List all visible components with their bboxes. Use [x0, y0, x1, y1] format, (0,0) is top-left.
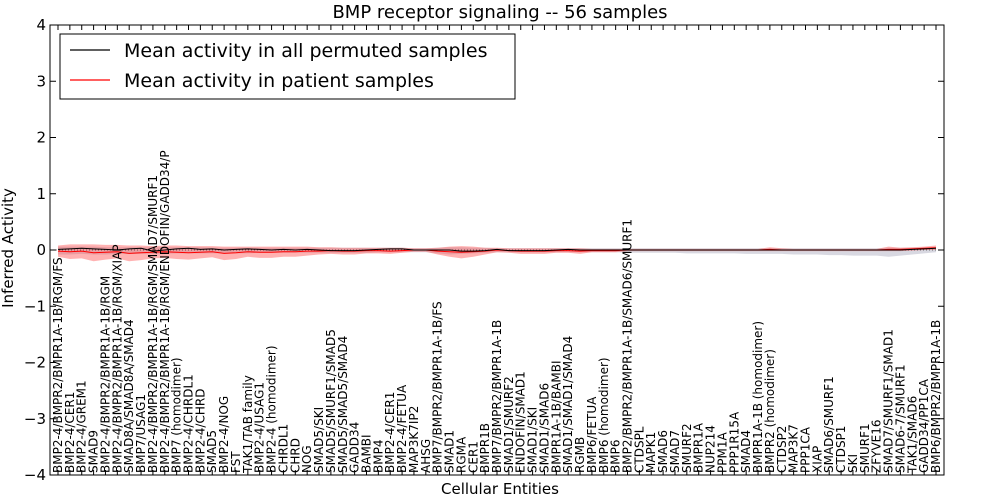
x-tick-label: BMPR1B — [478, 423, 492, 473]
x-tick-label: SMAD7 — [668, 430, 682, 473]
x-tick-label: SMAD9 — [87, 430, 101, 473]
x-tick-label: SMAD6/SMURF1 — [822, 376, 836, 473]
x-tick-label: BMPR1A-1B/BAMBI — [549, 360, 563, 473]
x-tick-label: BMP2-4/BMPR2/BMPR1A-1B/RGM — [99, 276, 113, 473]
x-tick-label: BMP2-4/CER1 — [383, 392, 397, 473]
y-tick-label: 2 — [36, 129, 46, 147]
x-tick-label: BMP7/BMPR2/BMPR1A-1B — [490, 320, 504, 473]
x-tick-label: BMPR2 (homodimer) — [763, 349, 777, 473]
y-tick-label: −4 — [24, 466, 46, 484]
x-tick-label: BMP4 — [371, 440, 385, 473]
x-tick-label: SMAD6 — [656, 430, 670, 473]
plot-frame — [49, 24, 945, 476]
x-tick-label: SMAD1/SMAD6 — [538, 383, 552, 473]
x-tick-label: CER1 — [466, 441, 480, 473]
x-tick-label: BMP2-4/BMPR2/BMPR1A-1B/RGM/XIAP — [110, 244, 124, 473]
x-tick-label: BMPR1A-1B (homodimer) — [751, 321, 765, 473]
x-tick-label: BMP6/FETUA — [585, 396, 599, 473]
x-tick-label: MAPK1 — [644, 432, 658, 473]
x-tick-label: CTDSP1 — [834, 426, 848, 473]
x-tick-label: NOG — [300, 445, 314, 473]
x-tick-label: BMP2-4/CER1 — [63, 392, 77, 473]
x-axis-ticks: BMP2-4/BMPR2/BMPR1A-1B/RGM/FSBMP2-4/CER1… — [51, 25, 943, 475]
x-tick-label: BMP2-4/USAG1 — [253, 382, 267, 473]
y-tick-label: −2 — [24, 354, 46, 372]
x-tick-label: SMAD5/SKI — [312, 407, 326, 473]
x-tick-label: SMAD1/SMURF2 — [502, 376, 516, 473]
y-tick-label: −1 — [24, 297, 46, 315]
legend: Mean activity in all permuted samples Me… — [59, 33, 516, 100]
x-tick-label: NUP214 — [704, 425, 718, 473]
x-tick-label: SMAD5 — [205, 430, 219, 473]
x-tick-label: BMP6 (homodimer) — [597, 357, 611, 473]
x-tick-label: BMP2-4/BMPR2/BMPR1A-1B/RGM/FS — [51, 257, 65, 473]
x-tick-label: PPM1A — [715, 432, 729, 473]
x-tick-label: MAP3K7IP2 — [407, 406, 421, 473]
x-tick-label: BMP2-4/CHRD — [193, 389, 207, 473]
x-tick-label: RGMA — [454, 436, 468, 473]
x-tick-label: CHRD — [288, 438, 302, 473]
x-tick-label: BMP2-4/FETUA — [395, 384, 409, 473]
x-tick-label: BMP2-4/BMPR2/BMPR1A-1B/RGM/SMAD7/SMURF1 — [146, 175, 160, 473]
x-tick-label: ZFYVE16 — [870, 419, 884, 473]
x-tick-label: SMAD6-7/SMURF1 — [893, 364, 907, 473]
x-tick-label: TAK1/TAB family — [241, 375, 255, 474]
x-tick-label: BMP2-4/GREM1 — [75, 380, 89, 473]
x-tick-label: BMP6 — [609, 440, 623, 473]
x-tick-label: CTDSP2 — [775, 426, 789, 473]
x-tick-label: BMP7/USAG1 — [134, 394, 148, 473]
x-tick-label: BMP2-4/NOG — [217, 396, 231, 473]
x-tick-label: SMAD8A/SMAD8A/SMAD4 — [122, 319, 136, 473]
x-tick-label: AHSG — [419, 439, 433, 473]
x-tick-label: BAMBI — [360, 434, 374, 473]
x-tick-label: SMAD1/SKI — [526, 407, 540, 473]
y-tick-label: 0 — [36, 241, 46, 259]
x-tick-label: PPP1CA — [799, 426, 813, 473]
x-axis-label: Cellular Entities — [441, 480, 559, 498]
x-tick-label: SMAD1/SMAD1/SMAD4 — [561, 336, 575, 473]
x-tick-label: FST — [229, 451, 243, 473]
x-tick-label: SMAD5/SMURF1/SMAD5 — [324, 329, 338, 473]
x-tick-label: SMAD1 — [443, 430, 457, 473]
chart-title: BMP receptor signaling -- 56 samples — [332, 2, 667, 23]
x-tick-label: BMP7 (homodimer) — [170, 357, 184, 473]
x-tick-label: CHRDL1 — [276, 424, 290, 473]
x-tick-label: TAK1/SMAD6 — [905, 396, 919, 474]
x-tick-label: BMP2-4/BMPR2/BMPR1A-1B/RGM/ENDOFIN/GADD3… — [158, 150, 172, 473]
x-tick-label: ENDOFIN/SMAD1 — [514, 371, 528, 473]
x-tick-label: PPP1R15A — [727, 411, 741, 473]
legend-label-patient: Mean activity in patient samples — [124, 70, 434, 92]
x-tick-label: GADD34/PP1CA — [917, 378, 931, 473]
x-tick-label: RGMB — [573, 437, 587, 473]
x-tick-label: MAP3K7 — [787, 424, 801, 473]
x-tick-label: BMP2-4/CHRDL1 — [182, 374, 196, 473]
legend-frame — [59, 33, 516, 100]
x-tick-label: SMAD5/SMAD5/SMAD4 — [336, 336, 350, 473]
permuted-confidence-band — [58, 246, 936, 257]
x-tick-label: SMAD7/SMURF1/SMAD1 — [882, 329, 896, 473]
y-axis-ticks: −4 −3 −2 −1 0 1 2 3 4 — [24, 16, 944, 484]
permuted-mean-line — [57, 247, 937, 252]
x-tick-label: BMP7/BMPR2/BMPR1A-1B/FS — [431, 301, 445, 473]
x-tick-label: SMURF1 — [858, 423, 872, 473]
y-axis-label: Inferred Activity — [0, 188, 17, 308]
x-tick-label: BMP2/BMPR2/BMPR1A-1B/SMAD6/SMURF1 — [621, 219, 635, 473]
x-tick-label: BMPR1A — [692, 422, 706, 473]
x-tick-label: SMURF2 — [680, 423, 694, 473]
x-tick-label: SMAD4 — [739, 430, 753, 473]
x-tick-label: BMP6/BMPR2/BMPR1A-1B — [929, 320, 943, 473]
x-tick-label: SKI — [846, 454, 860, 473]
x-tick-label: XIAP — [810, 446, 824, 473]
y-tick-label: 3 — [36, 72, 46, 90]
x-tick-label: CTDSPL — [632, 426, 646, 473]
legend-label-permuted: Mean activity in all permuted samples — [124, 40, 487, 62]
y-tick-label: 1 — [36, 185, 46, 203]
x-tick-label: BMP2-4 (homodimer) — [265, 345, 279, 473]
x-tick-label: GADD34 — [348, 422, 362, 473]
patient-confidence-band — [58, 244, 936, 262]
series-lines — [57, 247, 937, 254]
y-tick-label: −3 — [24, 410, 46, 428]
y-tick-label: 4 — [36, 16, 46, 34]
